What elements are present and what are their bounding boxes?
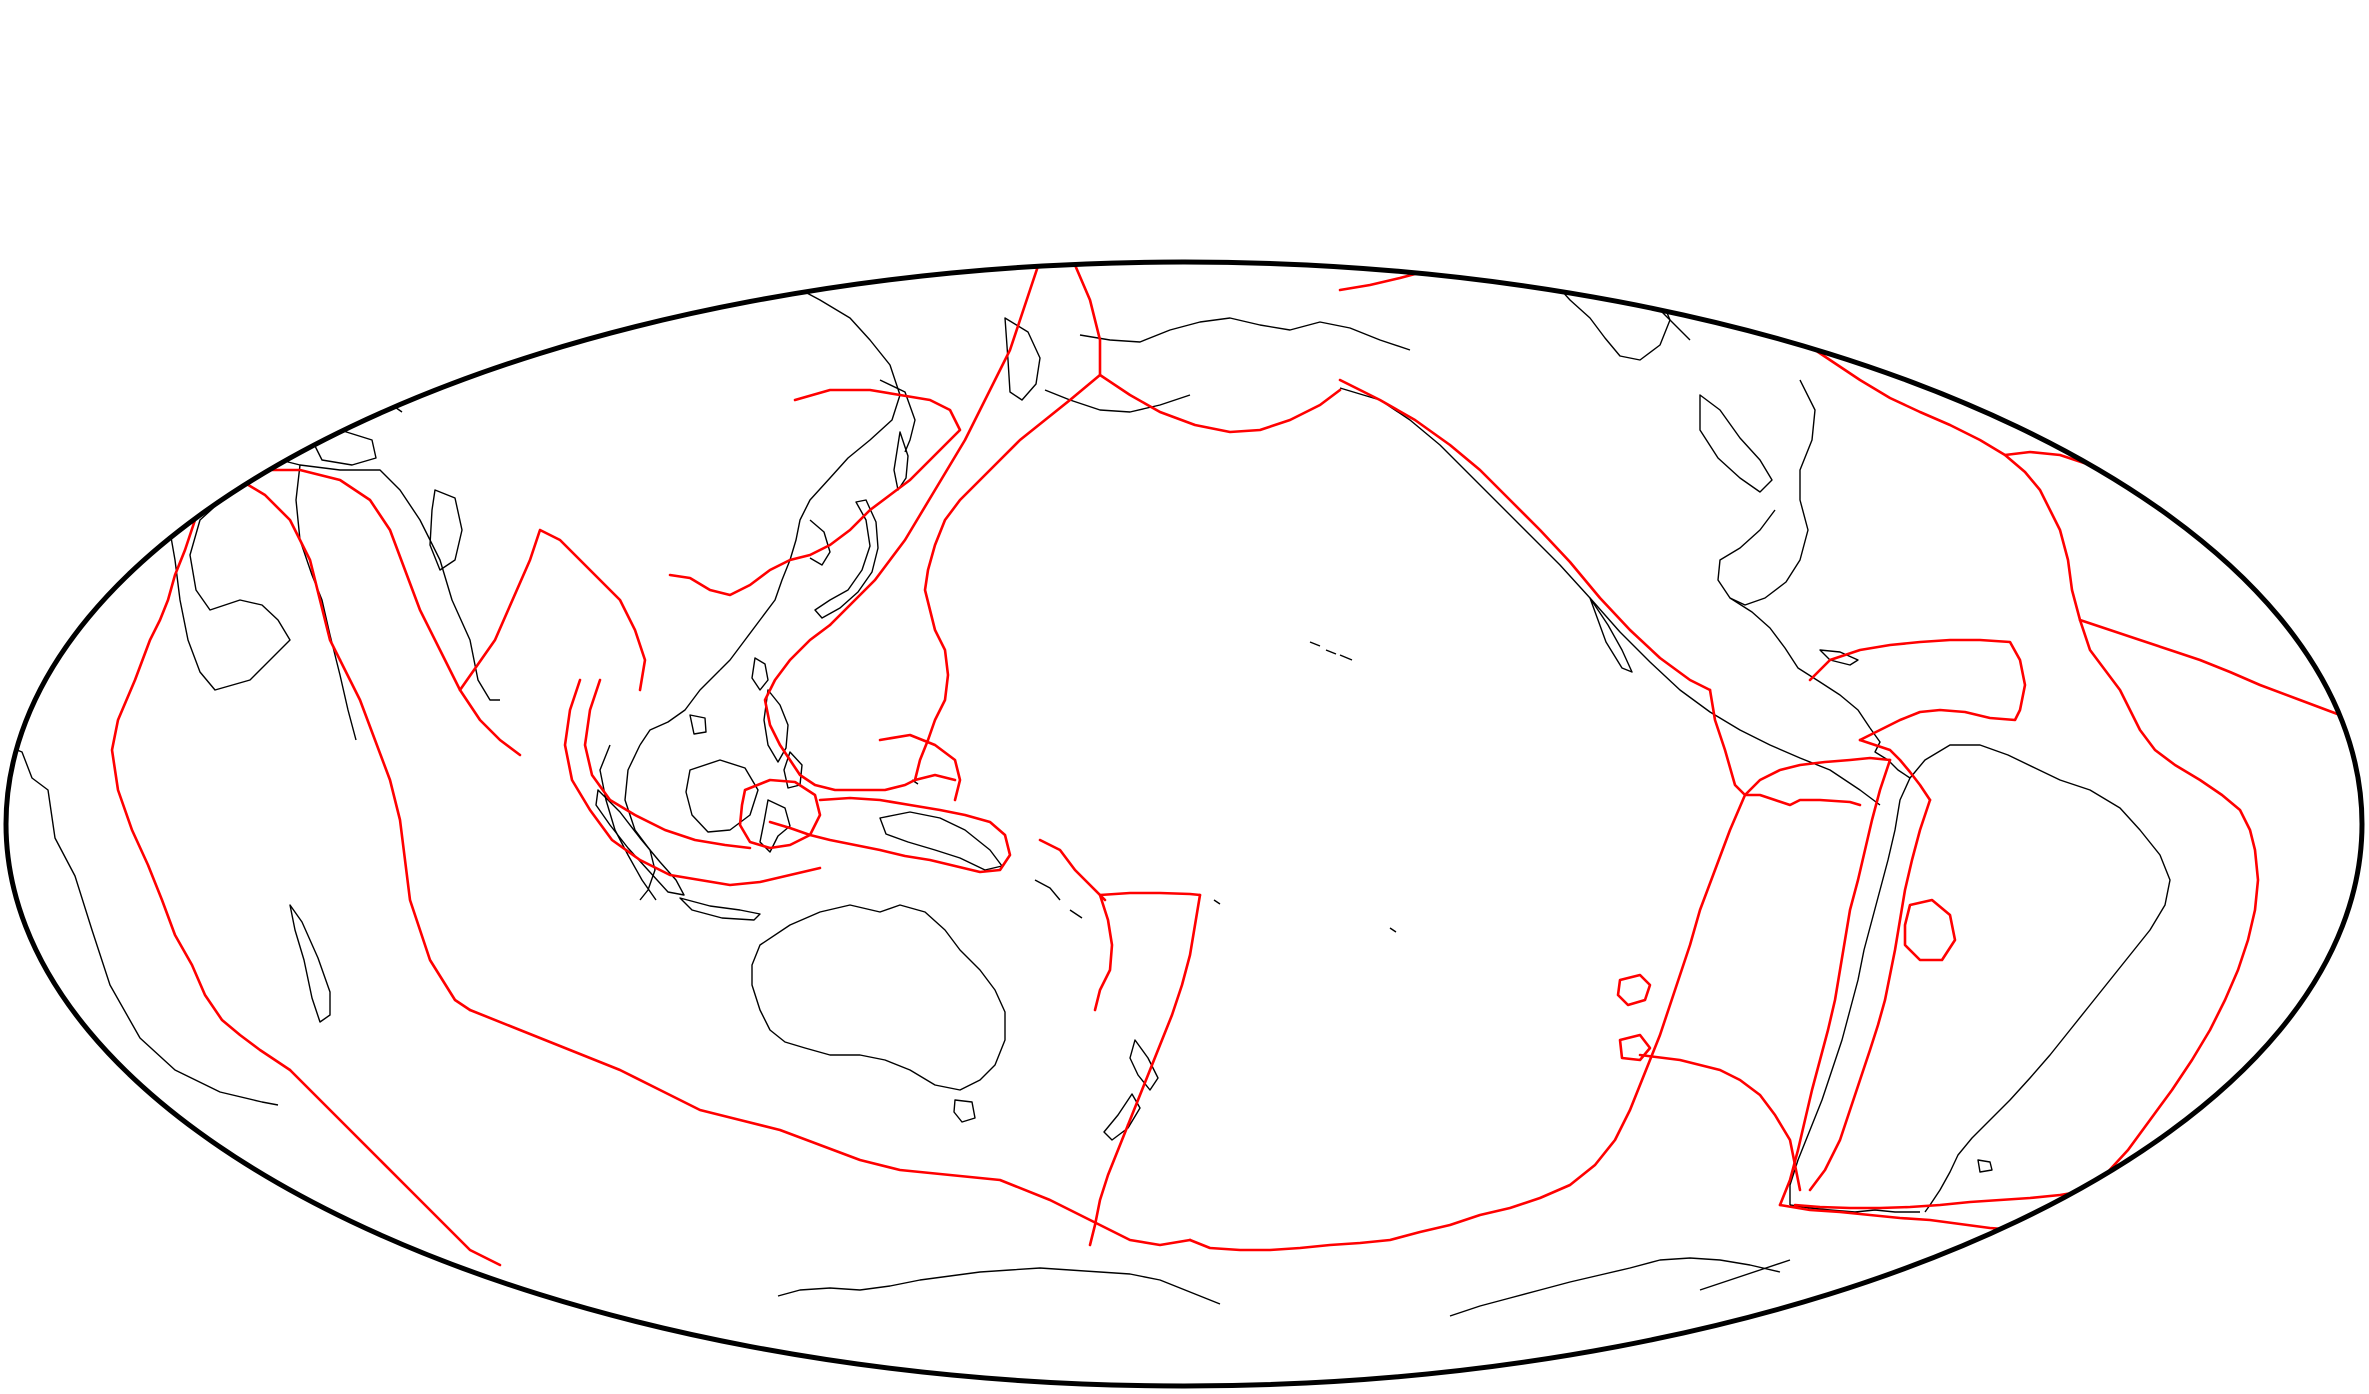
coastline-new-guinea [879,811,1003,871]
coastline-hawaii [1309,641,1353,661]
coastline-korea [809,519,831,566]
plate-boundary-central-indian-ridge [338,658,472,1012]
plate-boundary-caribbean [1808,638,2027,742]
coastline-north-america-east [1717,379,1816,606]
plate-boundary-east-pacific-rise [1708,688,1862,807]
plate-boundary-north-andes [1858,738,1932,802]
plate-boundary-southwest-indian-ridge [288,1068,502,1267]
coastline-south-america [1909,744,2171,1213]
plate-boundary-peru-chile-trench [1778,758,1892,1207]
coastline-gulf-of-mexico [1729,597,1871,729]
coastline-madagascar [289,904,331,1023]
coastline-kamchatka [1004,317,1041,401]
coastline-hudson-bay [1699,394,1773,493]
coastline-solomon-islands [1034,879,1083,919]
plate-boundary-chile-rise [1638,1053,1802,1192]
coastline-java [679,897,761,921]
plate-boundary-okhotsk [828,262,1057,627]
plate-boundary-chersky [1053,262,1102,377]
plate-boundary-andes-interior [1808,798,1932,1192]
coastline-africa [6,744,279,1106]
plate-boundary-mid-atlantic-east [1558,262,2260,1197]
plate-boundary-aleutian [1098,373,1342,434]
plate-boundary-tonga-kermadec [1126,893,1202,1127]
plate-boundary-mediterranean [2078,618,2342,717]
coastline-hainan [689,714,707,735]
coastline-tierra-del-fuego [1789,1204,1920,1213]
plate-boundary-alpine-macquarie [1088,1123,1130,1247]
coastline-sulawesi [759,799,791,853]
coastline-new-zealand [1103,1039,1159,1141]
coastline-caspian [429,489,463,571]
plate-boundary-southeast-indian-ridge [468,1008,1192,1247]
coastline-antarctica-east [1449,1257,1781,1317]
coastline-cuba [1819,649,1859,666]
plate-boundary-new-hebrides [1093,893,1114,1012]
plate-boundary-easter-microplate [1616,973,1652,1007]
coastline-south-america-west [1789,777,1911,1205]
plate-boundary-queen-charlotte-san-andreas [1338,378,1712,692]
coastline-aleutians [1044,389,1191,413]
coastline-east-asia [719,283,901,671]
plate-boundary-fiji-loop [1098,891,1202,897]
coastline-india-west [295,464,357,741]
plate-boundary-east-pacific-rise-south [1188,793,1747,1252]
coastline-malay-peninsula [599,744,657,901]
plate-boundary-philippine-sea [763,623,957,792]
plate-boundary-caroline [878,733,962,802]
plate-boundary-arctic-ridge-east [1338,262,1562,292]
plate-boundary-sunda-trench [563,678,822,887]
coastline-antarctica-west [777,1267,1221,1305]
plate-boundary-kuril-japan-trench [913,373,1102,782]
coastline-central-america [1869,727,1911,779]
coastline-falkland-islands [1977,1159,1993,1173]
coastline-china-south [639,669,721,746]
plate-boundary-new-guinea [768,796,1012,874]
plate-boundary-galapagos-cocos [1743,756,1892,797]
coastline-antarctic-peninsula [1699,1259,1791,1291]
coastline-taiwan [751,657,769,691]
coastline-philippines [763,689,803,789]
coastline-sumatra [595,789,685,896]
coastline-baja-california [1589,597,1633,673]
coastline-sea-of-okhotsk [879,379,916,453]
coastline-north-america-west [1339,387,1881,806]
plate-boundary-mid-atlantic-west [110,430,292,1072]
coastline-tasmania [953,1099,976,1123]
plate-boundary-amur [668,388,962,597]
plate-boundary-banda-sea [738,778,822,850]
plate-boundary-himalaya [458,528,647,692]
coastline-japan [814,499,879,619]
coastline-australia [751,904,1006,1091]
plate-boundary-altiplano [1903,898,1957,962]
coastline-sakhalin [893,431,909,491]
map-frame [3,259,2365,1389]
plate-boundary-eurasia-arabia [220,430,522,757]
plate-boundary-andaman-sea [583,678,752,850]
coastline-alaska [1079,317,1411,351]
plate-boundary-bismarck [1038,838,1107,902]
plate-boundary-juan-fernandez [1618,1033,1652,1062]
